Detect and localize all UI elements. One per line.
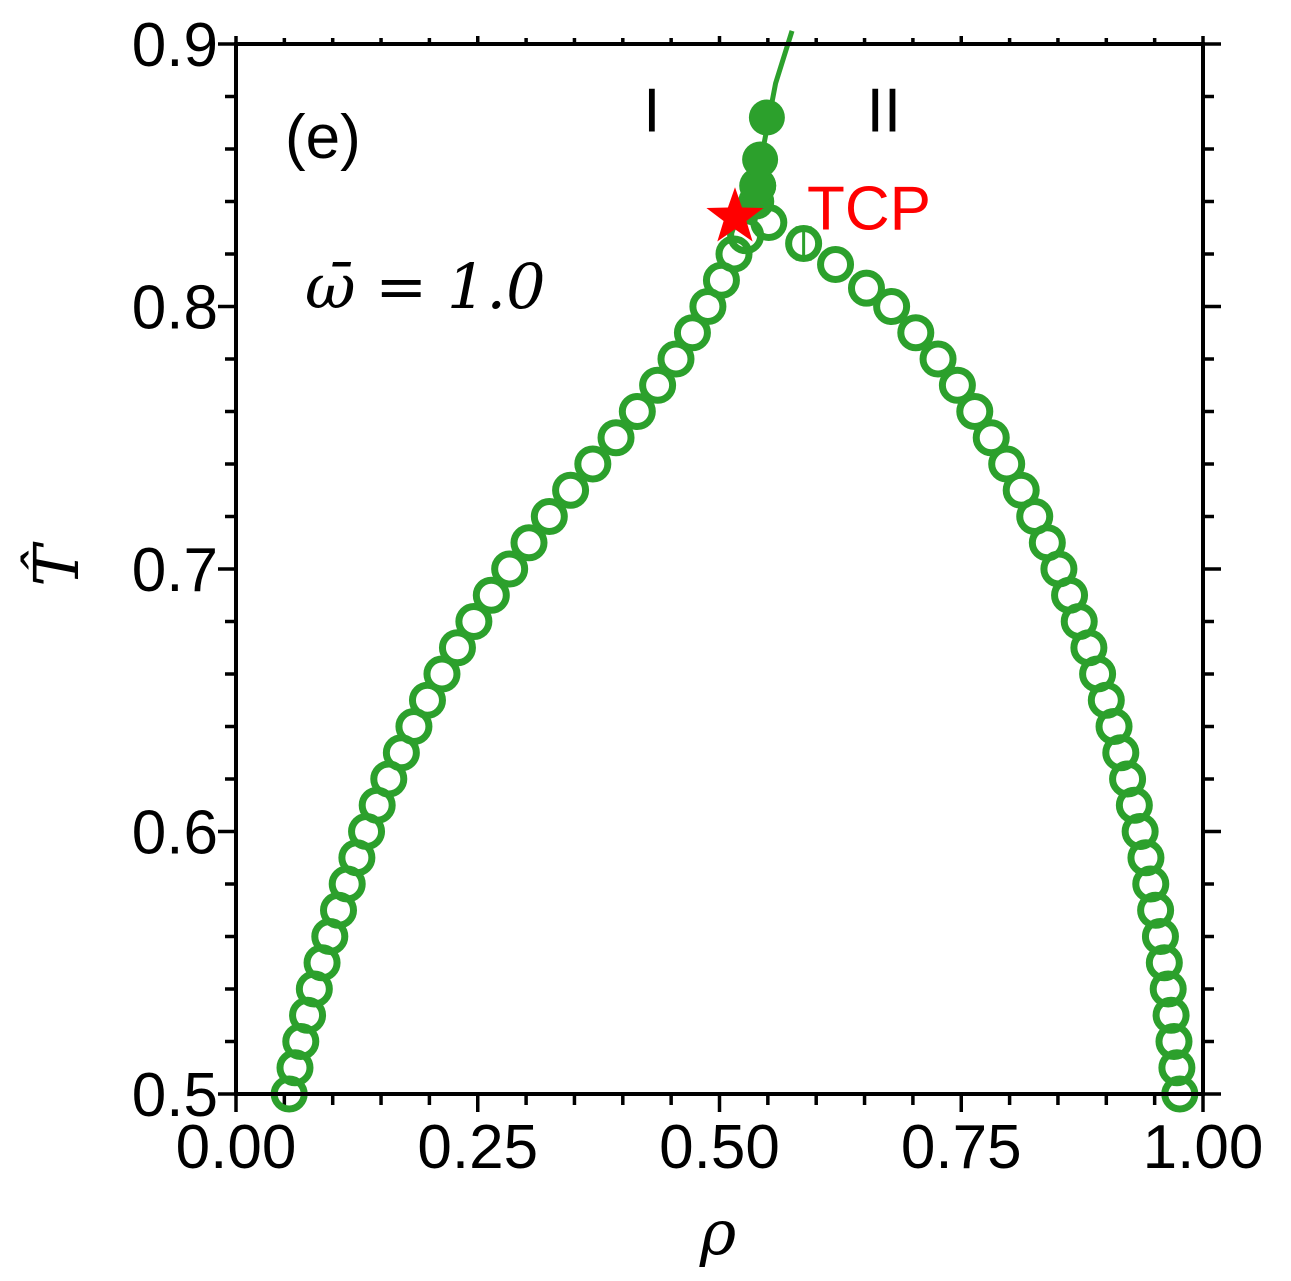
y-tick-label: 0.7 xyxy=(132,536,218,605)
plot-frame xyxy=(234,42,1205,1096)
tick-labels: 0.00 0.25 0.50 0.75 1.00 0.5 0.6 0.7 0.8 0.9 xyxy=(132,11,1264,1182)
data-point-open xyxy=(510,524,548,562)
data-point-open xyxy=(847,269,885,307)
data-point-open xyxy=(956,393,994,430)
data-point-open xyxy=(472,576,510,614)
data-point-open xyxy=(817,246,855,283)
data-point-open xyxy=(972,419,1010,457)
y-tick-label: 0.8 xyxy=(132,274,218,343)
x-axis-label: ρ xyxy=(699,1196,736,1269)
y-axis-label: T̂ xyxy=(20,541,93,587)
x-tick-label: 0.50 xyxy=(659,1113,780,1182)
data-point-filled xyxy=(748,99,785,136)
y-tick-label: 0.9 xyxy=(132,11,218,80)
data-point-open xyxy=(657,340,695,378)
panel-label: (e) xyxy=(285,103,361,172)
data-point-open xyxy=(639,366,677,404)
data-point-open xyxy=(938,366,976,404)
data-point-open xyxy=(491,550,529,588)
parameter-label: ω̄ = 1.0 xyxy=(305,250,546,323)
data-point-open xyxy=(552,471,590,509)
x-tick-label: 1.00 xyxy=(1143,1113,1264,1182)
y-tick-label: 0.6 xyxy=(132,799,218,868)
data-point-open xyxy=(530,498,568,535)
data-point-open xyxy=(873,288,911,325)
data-point-open xyxy=(618,393,656,430)
y-tick-label: 0.5 xyxy=(132,1061,218,1130)
data-point-open xyxy=(673,314,711,352)
tcp-star-marker xyxy=(706,187,764,242)
data-point-filled xyxy=(739,167,776,204)
x-tick-label: 0.75 xyxy=(901,1113,1022,1182)
data-point-open xyxy=(438,629,476,667)
data-point-open xyxy=(897,314,935,352)
data-point-open xyxy=(919,340,957,378)
x-tick-label: 0.00 xyxy=(176,1113,297,1182)
x-tick-label: 0.25 xyxy=(417,1113,538,1182)
data-point-open xyxy=(597,419,635,457)
tcp-label: TCP xyxy=(807,174,931,243)
data-point-open xyxy=(574,445,612,483)
data-point-open xyxy=(455,603,493,640)
region-label-II: II xyxy=(867,77,901,146)
marker-layer xyxy=(270,99,1199,1113)
data-point-open xyxy=(785,225,823,262)
data-point-open xyxy=(423,655,461,693)
data-point-filled xyxy=(742,141,779,178)
region-label-I: I xyxy=(643,77,660,146)
